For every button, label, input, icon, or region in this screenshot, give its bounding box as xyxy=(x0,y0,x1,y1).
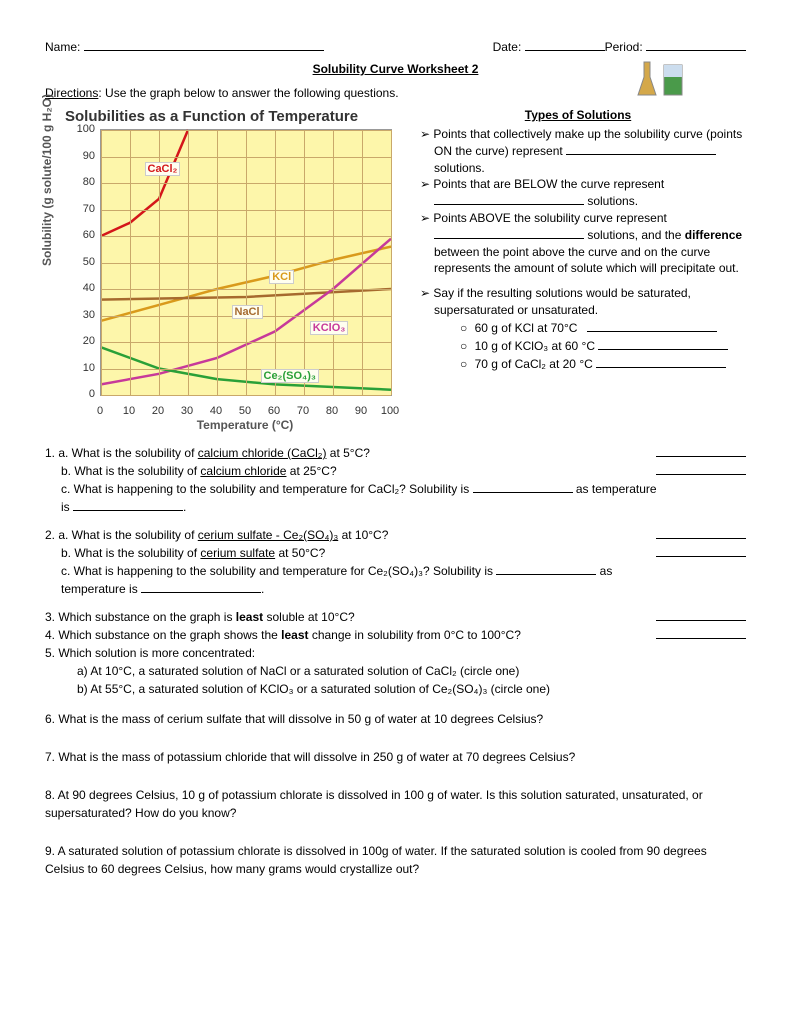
bullet-say-if: Say if the resulting solutions would be … xyxy=(420,285,746,319)
questions: 1. a. What is the solubility of calcium … xyxy=(45,444,746,878)
q3: 3. Which substance on the graph is least… xyxy=(45,608,746,626)
q6: 6. What is the mass of cerium sulfate th… xyxy=(45,710,746,728)
beakers-icon xyxy=(636,57,686,100)
q8: 8. At 90 degrees Celsius, 10 g of potass… xyxy=(45,786,746,822)
q1: 1. a. What is the solubility of calcium … xyxy=(45,444,746,516)
name-field: Name: xyxy=(45,40,324,54)
q5: 5. Which solution is more concentrated: … xyxy=(45,644,746,698)
plot-area: CaCl₂KClNaClKClO₃Ce₂(SO₄)₃ xyxy=(100,129,392,396)
chart-container: Solubilities as a Function of Temperatur… xyxy=(45,108,400,429)
q9: 9. A saturated solution of potassium chl… xyxy=(45,842,746,878)
bullet-above-curve: Points ABOVE the solubility curve repres… xyxy=(420,210,746,277)
q2: 2. a. What is the solubility of cerium s… xyxy=(45,526,746,598)
q7: 7. What is the mass of potassium chlorid… xyxy=(45,748,746,766)
types-of-solutions: Types of Solutions Points that collectiv… xyxy=(410,108,746,429)
q4: 4. Which substance on the graph shows th… xyxy=(45,626,746,644)
bullet-below-curve: Points that are BELOW the curve represen… xyxy=(420,176,746,210)
x-axis-label: Temperature (°C) xyxy=(100,418,390,432)
sub-cacl2: 70 g of CaCl₂ at 20 °C xyxy=(460,355,746,373)
chart-title: Solubilities as a Function of Temperatur… xyxy=(65,108,400,125)
sub-kclo3: 10 g of KClO₃ at 60 °C xyxy=(460,337,746,355)
types-heading: Types of Solutions xyxy=(410,108,746,122)
y-axis-label: Solubility (g solute/100 g H₂O) xyxy=(40,94,54,266)
solubility-chart: Solubility (g solute/100 g H₂O) CaCl₂KCl… xyxy=(65,129,400,429)
title-row: Solubility Curve Worksheet 2 xyxy=(45,62,746,76)
date-period: Date: Period: xyxy=(493,40,746,54)
bullet-on-curve: Points that collectively make up the sol… xyxy=(420,126,746,176)
sub-kcl: 60 g of KCl at 70°C xyxy=(460,319,746,337)
header-row: Name: Date: Period: xyxy=(45,40,746,54)
worksheet-title: Solubility Curve Worksheet 2 xyxy=(313,62,479,76)
